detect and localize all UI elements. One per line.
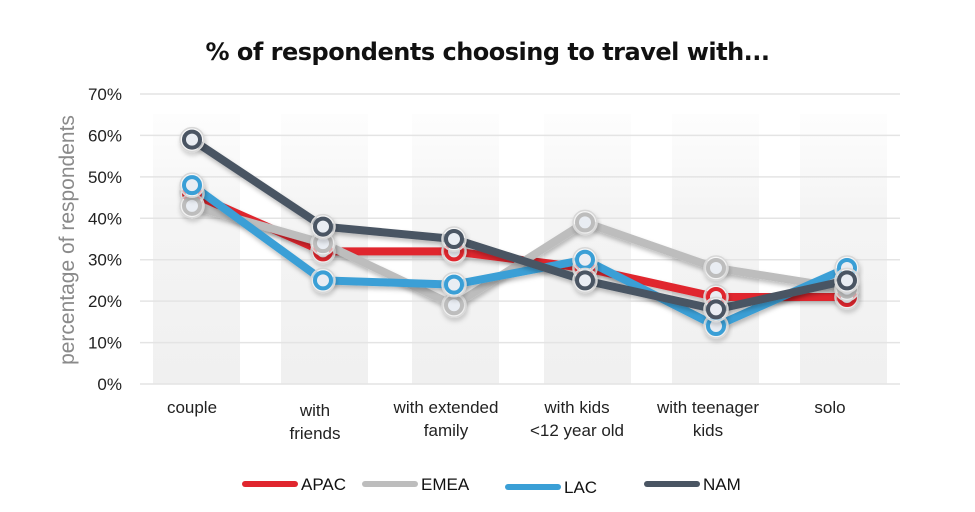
data-point-nam — [179, 126, 205, 153]
data-point-lac — [441, 271, 467, 298]
y-tick-label: 10% — [88, 334, 122, 353]
legend: APAC EMEA LAC NAM — [242, 475, 741, 497]
gridlines — [140, 93, 900, 385]
marker-dot — [444, 229, 464, 249]
marker-dot — [575, 270, 595, 291]
chart-title: % of respondents choosing to travel with… — [205, 38, 770, 66]
series-lines — [188, 135, 851, 330]
data-point-lac — [179, 172, 205, 198]
marker-dot — [575, 249, 595, 270]
series-line-lac — [188, 181, 851, 330]
x-tick-label-line: with — [299, 401, 330, 420]
x-tick-label: solo — [814, 398, 845, 417]
background-band — [153, 114, 240, 384]
y-tick-label: 0% — [97, 375, 122, 394]
series-line-nam — [188, 135, 851, 314]
legend-item-emea: EMEA — [362, 475, 470, 494]
marker-dot — [313, 216, 333, 237]
y-tick-label: 40% — [88, 209, 122, 228]
marker-dot — [444, 295, 464, 316]
background-bands — [153, 114, 887, 384]
x-tick-label: couple — [167, 398, 217, 417]
marker-dot — [706, 258, 726, 278]
legend-item-nam: NAM — [644, 475, 741, 494]
x-tick-label-line: with extended — [393, 398, 499, 417]
marker-dot — [182, 129, 202, 150]
x-tick-label-line: solo — [814, 398, 845, 417]
y-tick-label: 60% — [88, 126, 122, 145]
x-tick-label: with friends — [289, 401, 340, 443]
marker-dot — [837, 270, 857, 291]
x-tick-label-line: <12 year old — [530, 421, 624, 440]
data-point-nam — [441, 226, 467, 252]
y-tick-label: 70% — [88, 85, 122, 104]
marker-dot — [706, 299, 726, 320]
data-point-emea — [572, 209, 598, 236]
y-tick-label: 50% — [88, 168, 122, 187]
data-point-nam — [834, 267, 860, 294]
background-band — [672, 114, 759, 384]
legend-label: LAC — [564, 478, 597, 497]
y-tick-label: 30% — [88, 251, 122, 270]
y-axis-ticks: 0% 10% 20% 30% 40% 50% 60% 70% — [88, 85, 122, 394]
legend-item-lac: LAC — [505, 478, 597, 497]
marker-dot — [313, 270, 333, 291]
series-markers — [179, 126, 860, 339]
data-point-emea — [703, 255, 729, 281]
marker-dot — [444, 274, 464, 295]
legend-label: EMEA — [421, 475, 470, 494]
marker-dot — [575, 212, 595, 233]
data-point-nam — [310, 213, 336, 240]
background-band — [800, 114, 887, 384]
data-point-lac — [310, 267, 336, 294]
data-point-nam — [703, 296, 729, 323]
y-tick-label: 20% — [88, 292, 122, 311]
x-tick-label-line: kids — [693, 421, 723, 440]
legend-item-apac: APAC — [242, 475, 346, 494]
x-tick-label-line: friends — [289, 424, 340, 443]
data-point-nam — [572, 267, 598, 294]
data-point-lac — [572, 246, 598, 273]
x-tick-label: with teenager kids — [656, 398, 759, 440]
x-tick-label-line: family — [424, 421, 469, 440]
x-tick-label-line: with teenager — [656, 398, 759, 417]
x-tick-label: with kids <12 year old — [530, 398, 624, 440]
marker-dot — [182, 195, 202, 216]
legend-label: NAM — [703, 475, 741, 494]
marker-dot — [182, 175, 202, 196]
x-tick-label-line: couple — [167, 398, 217, 417]
x-tick-label: with extended family — [393, 398, 499, 440]
x-tick-label-line: with kids — [543, 398, 609, 417]
legend-label: APAC — [301, 475, 346, 494]
